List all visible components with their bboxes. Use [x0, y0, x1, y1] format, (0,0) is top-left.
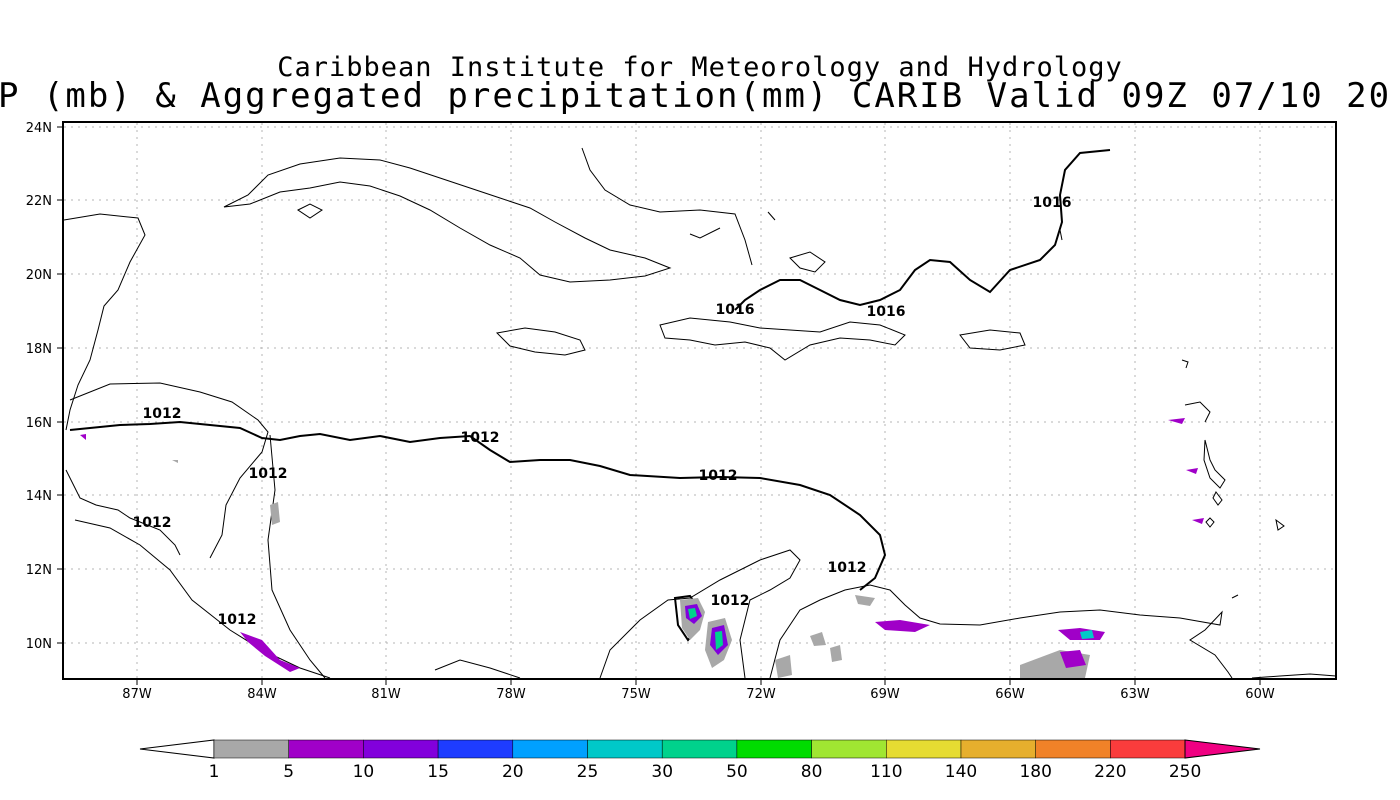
isobar-label: 1012 [133, 515, 172, 531]
colorbar-tick-label: 1 [209, 762, 220, 782]
colorbar-cell [213, 739, 289, 759]
colorbar-tick-label: 20 [502, 762, 524, 782]
chart-title-institute: Caribbean Institute for Meteorology and … [277, 52, 1123, 83]
lon-label-87w: 87W [122, 687, 152, 702]
colorbar-cell [288, 739, 364, 759]
lat-label-22n: 22N [26, 194, 52, 209]
lon-label-63w: 63W [1120, 687, 1150, 702]
lon-label-84w: 84W [247, 687, 277, 702]
colorbar-cell [960, 739, 1036, 759]
lat-label-20n: 20N [26, 268, 52, 283]
colorbar-tick-label: 250 [1169, 762, 1201, 782]
colorbar-tick-label: 140 [945, 762, 977, 782]
lon-label-75w: 75W [621, 687, 651, 702]
lon-label-78w: 78W [496, 687, 526, 702]
colorbar-tick-label: 30 [651, 762, 673, 782]
lon-label-72w: 72W [746, 687, 776, 702]
isobar-label: 1016 [1033, 195, 1072, 211]
colorbar-tick-label: 25 [577, 762, 599, 782]
lat-label-24n: 24N [26, 121, 52, 136]
map-gridlines [64, 123, 1335, 678]
isobar-label: 1012 [828, 560, 867, 576]
isobar-label: 1012 [249, 466, 288, 482]
colorbar-cell [736, 739, 812, 759]
lat-label-14n: 14N [26, 489, 52, 504]
isobar-label: 1012 [461, 430, 500, 446]
map-frame [62, 121, 1337, 680]
lat-label-10n: 10N [26, 637, 52, 652]
colorbar-cell [661, 739, 738, 759]
colorbar-tick-label: 220 [1094, 762, 1126, 782]
isobar-label: 1016 [716, 302, 755, 318]
lon-label-81w: 81W [371, 687, 401, 702]
colorbar-tick-label: 10 [353, 762, 375, 782]
colorbar-tick-label: 50 [726, 762, 748, 782]
precipitation-areas [80, 418, 1204, 678]
axis-ticks [57, 126, 1261, 685]
precipitation-colorbar: 1 5 10 15 20 25 30 50 80 110 140 180 220 250 [139, 739, 1261, 782]
colorbar-tick-label: 110 [870, 762, 902, 782]
colorbar-tick-label: 80 [801, 762, 823, 782]
lat-label-12n: 12N [26, 563, 52, 578]
lon-label-66w: 66W [995, 687, 1025, 702]
colorbar-cell [363, 739, 439, 759]
colorbar-cell [1035, 739, 1111, 759]
coastlines [63, 147, 1337, 679]
lat-label-18n: 18N [26, 342, 52, 357]
lon-label-69w: 69W [870, 687, 900, 702]
colorbar-cell [1110, 739, 1186, 759]
lat-label-16n: 16N [26, 416, 52, 431]
colorbar-tick-label: 15 [427, 762, 449, 782]
lon-label-60w: 60W [1245, 687, 1275, 702]
isobar-label: 1012 [699, 468, 738, 484]
colorbar-left-arrow [139, 739, 215, 759]
colorbar-cell [587, 739, 663, 759]
isobars [69, 149, 1111, 642]
colorbar-cell [512, 739, 588, 759]
isobar-label: 1012 [711, 593, 750, 609]
colorbar-tick-label: 5 [283, 762, 294, 782]
isobar-label: 1012 [218, 612, 257, 628]
isobar-label: 1016 [867, 304, 906, 320]
colorbar-cell [437, 739, 514, 759]
colorbar-tick-label: 180 [1019, 762, 1051, 782]
chart-title-product: P (mb) & Aggregated precipitation(mm) CA… [0, 76, 1392, 116]
colorbar-right-arrow [1184, 739, 1261, 759]
isobar-label: 1012 [143, 406, 182, 422]
colorbar-cell [811, 739, 887, 759]
colorbar-cell [886, 739, 962, 759]
